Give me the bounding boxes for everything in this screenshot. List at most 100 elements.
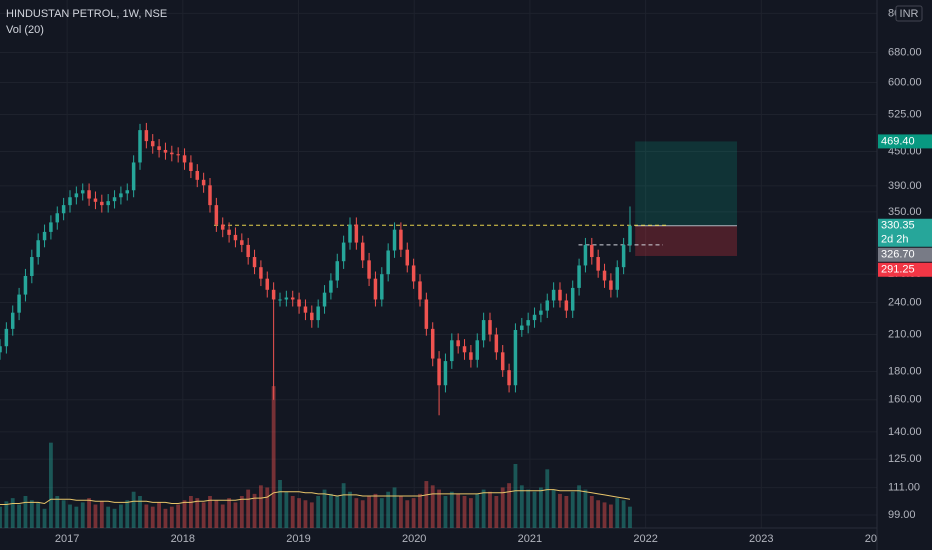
volume-bar — [360, 500, 365, 528]
y-tick-label: 210.00 — [888, 328, 922, 340]
candle-body — [157, 146, 161, 150]
candle-body — [570, 287, 575, 311]
indicator-label: Vol (20) — [6, 24, 44, 36]
candle-body — [564, 300, 569, 311]
candle-body — [61, 205, 66, 214]
y-tick-label: 125.00 — [888, 453, 922, 465]
candle-body — [290, 297, 295, 300]
candle-body — [329, 280, 333, 293]
y-tick-label: 680.00 — [888, 46, 922, 58]
candle-body — [481, 320, 486, 341]
candle-body — [271, 289, 276, 300]
volume-bar — [4, 501, 9, 528]
candle-body — [112, 197, 117, 202]
volume-bar — [577, 485, 581, 528]
stop-zone — [635, 225, 738, 256]
volume-bar — [348, 491, 352, 528]
y-tick-label: 111.00 — [888, 481, 920, 493]
y-tick-label: 99.00 — [888, 509, 916, 521]
candle-body — [443, 361, 448, 386]
volume-bar — [526, 489, 531, 528]
candle-body — [392, 229, 397, 251]
candle-body — [170, 152, 174, 155]
candle-body — [150, 141, 155, 147]
volume-bar — [418, 493, 422, 528]
candle-body — [577, 265, 581, 288]
plot-area — [0, 0, 932, 529]
candle-body — [80, 190, 85, 194]
candle-body — [214, 205, 219, 225]
volume-bar — [214, 500, 219, 528]
volume-bar — [29, 500, 34, 528]
volume-bar — [309, 502, 314, 528]
volume-bar — [437, 489, 441, 528]
volume-bar — [68, 504, 72, 528]
volume-bar — [10, 498, 15, 528]
volume-bar — [80, 502, 85, 528]
candle-body — [399, 229, 403, 250]
volume-bar — [621, 500, 626, 528]
volume-bar — [328, 493, 333, 528]
volume-bar — [456, 493, 461, 528]
candle-body — [590, 244, 594, 258]
volume-bar — [602, 502, 607, 528]
candle-body — [106, 201, 110, 206]
volume-bar — [519, 485, 524, 528]
candle-body — [310, 312, 314, 321]
candle-body — [450, 340, 454, 362]
currency-badge — [895, 5, 923, 22]
candle-body — [4, 328, 9, 347]
candle-body — [246, 244, 250, 258]
candle-body — [367, 260, 371, 279]
volume-bar — [0, 506, 2, 528]
candle-body — [469, 352, 473, 360]
candle-body — [74, 193, 79, 198]
volume-bar — [475, 493, 480, 528]
volume-bar — [150, 506, 155, 528]
volume-bar — [500, 487, 505, 528]
volume-bar — [163, 508, 168, 528]
volume-bar — [443, 496, 448, 528]
price-label-box — [878, 134, 932, 149]
x-tick-label: 2021 — [518, 533, 542, 545]
candle-body — [405, 249, 410, 266]
candle-body — [380, 274, 384, 300]
candle-body — [539, 310, 543, 315]
candle-body — [144, 130, 149, 142]
volume-bar — [138, 496, 142, 528]
chart-title: HINDUSTAN PETROL, 1W, NSE — [6, 8, 167, 20]
volume-bar — [125, 500, 130, 528]
candle-body — [418, 281, 422, 300]
candle-body — [373, 278, 378, 300]
volume-bar — [42, 508, 47, 528]
volume-ma-line — [0, 489, 631, 505]
candle-body — [23, 275, 28, 295]
candle-body — [386, 250, 390, 275]
candle-body — [430, 328, 435, 359]
candle-body — [520, 325, 524, 330]
volume-bar — [208, 496, 212, 528]
volume-bar — [278, 480, 282, 528]
candle-body — [30, 257, 34, 276]
countdown-label: 2d 2h — [881, 234, 909, 246]
volume-bar — [558, 493, 562, 528]
candle-body — [488, 320, 492, 335]
candle-body — [545, 300, 550, 311]
x-tick-label: 2019 — [286, 533, 310, 545]
volume-bar — [87, 498, 91, 528]
volume-bar — [507, 483, 511, 528]
candle-body — [100, 201, 104, 206]
candle-body — [507, 370, 511, 386]
candle-body — [36, 240, 40, 258]
volume-bar — [290, 496, 295, 528]
volume-bar — [424, 481, 429, 528]
candle-body — [437, 358, 441, 386]
volume-bar — [48, 442, 53, 528]
volume-bar — [411, 498, 416, 528]
volume-bar — [589, 496, 594, 528]
price-label: 469.40 — [881, 135, 915, 147]
candle-body — [278, 299, 282, 301]
candle-body — [119, 193, 123, 198]
target-zone — [635, 141, 738, 226]
